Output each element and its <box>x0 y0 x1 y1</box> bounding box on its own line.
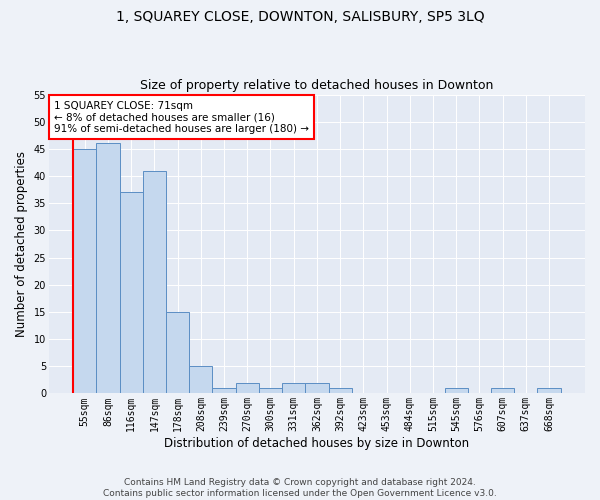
Bar <box>329 388 352 394</box>
Text: Contains HM Land Registry data © Crown copyright and database right 2024.
Contai: Contains HM Land Registry data © Crown c… <box>103 478 497 498</box>
Bar <box>305 382 329 394</box>
Bar <box>445 388 468 394</box>
Text: 1, SQUAREY CLOSE, DOWNTON, SALISBURY, SP5 3LQ: 1, SQUAREY CLOSE, DOWNTON, SALISBURY, SP… <box>116 10 484 24</box>
Bar <box>538 388 560 394</box>
Title: Size of property relative to detached houses in Downton: Size of property relative to detached ho… <box>140 79 494 92</box>
Bar <box>73 149 97 394</box>
Bar <box>166 312 189 394</box>
Bar <box>259 388 282 394</box>
Bar <box>189 366 212 394</box>
Y-axis label: Number of detached properties: Number of detached properties <box>15 151 28 337</box>
Bar <box>491 388 514 394</box>
Text: 1 SQUAREY CLOSE: 71sqm
← 8% of detached houses are smaller (16)
91% of semi-deta: 1 SQUAREY CLOSE: 71sqm ← 8% of detached … <box>54 100 309 134</box>
Bar <box>119 192 143 394</box>
Bar <box>143 170 166 394</box>
Bar <box>282 382 305 394</box>
X-axis label: Distribution of detached houses by size in Downton: Distribution of detached houses by size … <box>164 437 469 450</box>
Bar <box>212 388 236 394</box>
Bar <box>236 382 259 394</box>
Bar <box>97 144 119 394</box>
